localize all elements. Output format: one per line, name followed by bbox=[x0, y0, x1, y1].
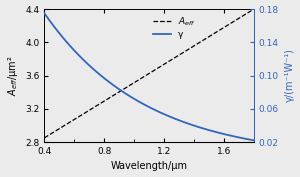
$A_{eff}$ bbox=[167, 60, 171, 62]
$A_{eff}$ bbox=[142, 76, 146, 78]
γ bbox=[156, 110, 160, 112]
Legend: $A_{eff}$, γ: $A_{eff}$, γ bbox=[151, 14, 198, 41]
X-axis label: Wavelength/μm: Wavelength/μm bbox=[111, 161, 188, 172]
Line: $A_{eff}$: $A_{eff}$ bbox=[44, 9, 254, 138]
$A_{eff}$ bbox=[43, 137, 46, 139]
$A_{eff}$ bbox=[247, 11, 251, 13]
$A_{eff}$ bbox=[214, 31, 218, 33]
$A_{eff}$ bbox=[252, 8, 256, 10]
Y-axis label: γ/(m⁻¹W⁻¹): γ/(m⁻¹W⁻¹) bbox=[284, 49, 294, 102]
γ bbox=[143, 104, 147, 106]
γ bbox=[247, 138, 251, 141]
Y-axis label: $A_{eff}$/μm²: $A_{eff}$/μm² bbox=[6, 55, 20, 96]
$A_{eff}$ bbox=[143, 75, 147, 77]
$A_{eff}$ bbox=[156, 67, 160, 69]
γ bbox=[167, 115, 171, 117]
γ bbox=[43, 12, 46, 14]
Line: γ: γ bbox=[44, 13, 254, 140]
γ bbox=[214, 131, 218, 133]
γ bbox=[252, 139, 256, 141]
γ bbox=[142, 103, 146, 105]
